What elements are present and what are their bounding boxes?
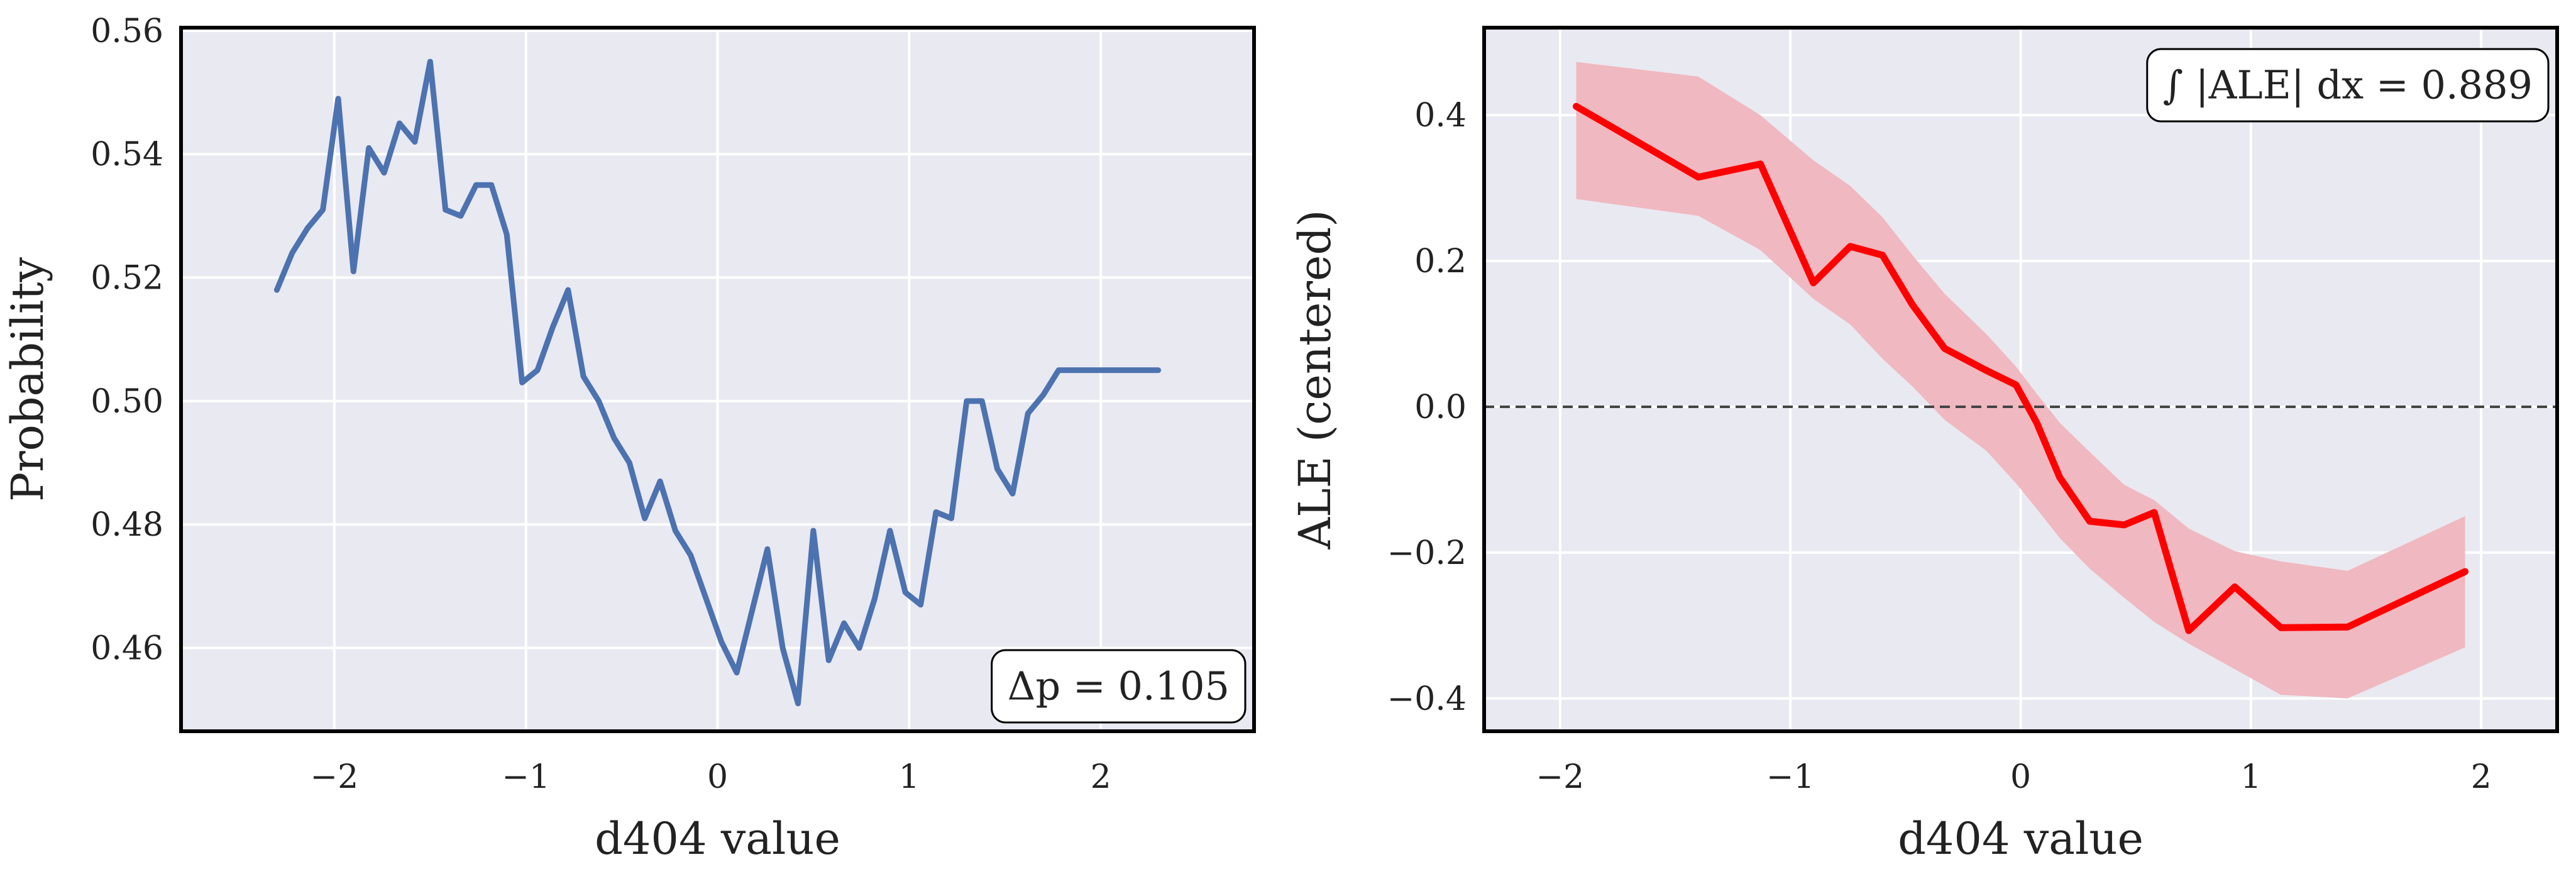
confidence-band [1576, 62, 2465, 699]
annotation-text: ∫ |ALE| dx = 0.889 [2163, 62, 2533, 108]
x-tick-label: 1 [899, 758, 920, 796]
x-tick-label: 0 [707, 758, 728, 796]
x-tick-label: 0 [2010, 758, 2031, 796]
series-line [273, 58, 1162, 707]
y-tick-label: 0.46 [91, 629, 163, 667]
annotation-box [991, 649, 1247, 724]
series-line [1573, 102, 2469, 634]
y-tick-label: 0.52 [91, 260, 163, 297]
x-tick-label: −1 [1766, 758, 1815, 796]
y-tick-label: 0.2 [1414, 243, 1467, 280]
data-marks [1484, 62, 2557, 699]
probability-chart: −2 −1 0 1 2 0.46 0.48 0.50 0.52 0.54 0.56 d404 val… [2, 13, 1256, 865]
x-tick-label: 2 [2471, 758, 2492, 796]
tick-labels: −2 −1 0 1 2 −0.4 −0.2 0.0 0.2 0.4 [1387, 97, 2492, 796]
x-tick-label: 1 [2240, 758, 2261, 796]
y-tick-label: 0.48 [91, 506, 163, 544]
y-axis-label: ALE (centered) [1289, 210, 1341, 550]
y-tick-label: −0.2 [1387, 534, 1467, 572]
ale-chart: −2 −1 0 1 2 −0.4 −0.2 0.0 0.2 0.4 d404 value ALE … [1289, 26, 2559, 865]
y-tick-label: 0.50 [91, 383, 163, 421]
y-tick-label: 0.54 [91, 136, 163, 174]
delta-p-annotation: Δp = 0.105 [991, 649, 1247, 724]
y-tick-label: 0.56 [91, 13, 163, 50]
data-marks [273, 58, 1162, 707]
plot-frame [1482, 26, 2559, 733]
grid [1484, 28, 2557, 731]
plot-frame [179, 26, 1256, 733]
x-tick-label: −1 [502, 758, 550, 796]
y-tick-label: 0.4 [1414, 97, 1467, 135]
x-tick-label: 2 [1091, 758, 1111, 796]
annotation-text: Δp = 0.105 [1008, 663, 1230, 709]
x-tick-label: −2 [311, 758, 359, 796]
y-tick-label: 0.0 [1414, 389, 1467, 426]
annotation-box [2146, 48, 2550, 123]
y-tick-label: −0.4 [1387, 680, 1467, 718]
x-axis-label: d404 value [595, 813, 840, 865]
tick-labels: −2 −1 0 1 2 0.46 0.48 0.50 0.52 0.54 0.56 [91, 13, 1111, 796]
y-axis-label: Probability [2, 257, 53, 502]
ale-integral-annotation: ∫ |ALE| dx = 0.889 [2146, 48, 2550, 123]
x-tick-label: −2 [1536, 758, 1585, 796]
x-axis-label: d404 value [1898, 813, 2144, 865]
